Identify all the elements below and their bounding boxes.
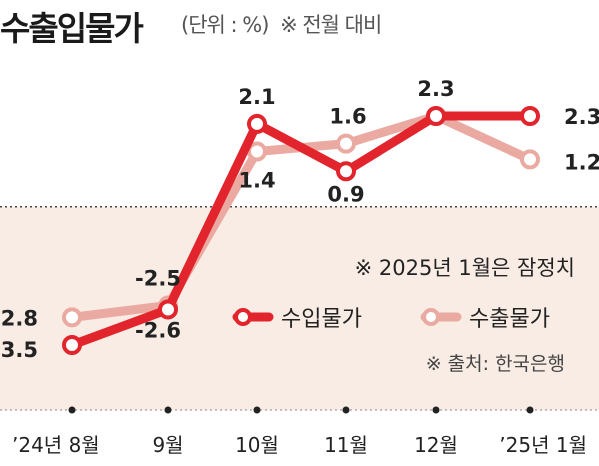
x-tick-label: 9월: [152, 433, 183, 457]
value-labels: -3.5 -2.6 2.1 0.9 2.3 2.3 -2.8 -2.5 1.4 1.6 1.2: [0, 77, 599, 362]
import-price-value-label: 2.3: [417, 77, 454, 101]
x-tick-label: 12월: [414, 433, 458, 457]
import-price-value-label: 2.3: [564, 105, 599, 129]
import-price-point: [158, 299, 178, 320]
note-provisional: ※ 2025년 1월은 잠정치: [355, 256, 575, 280]
chart-notes: ※ 2025년 1월은 잠정치 ※ 출처: 한국은행: [355, 256, 575, 375]
import-price-value-label: 0.9: [327, 182, 364, 206]
chart-subtitle: (단위 : %) ※ 전월 대비: [181, 9, 387, 39]
import-price-point: [62, 335, 82, 355]
legend-export-marker: [422, 308, 440, 326]
unit-label: (단위 : %): [181, 13, 269, 37]
export-price-value-label: -2.8: [0, 306, 38, 330]
x-tick-dot: [253, 406, 261, 414]
export-price-point: [62, 307, 82, 328]
import-price-point: [247, 113, 267, 134]
import-price-point: [520, 106, 540, 126]
x-axis-ticks: ’24년 8월 9월 10월 11월 12월 ’25년 1월: [12, 406, 587, 457]
note-source: ※ 출처: 한국은행: [426, 353, 565, 375]
x-tick-label: 11월: [324, 433, 368, 457]
export-price-value-label: 1.6: [329, 105, 366, 129]
x-tick-dot: [432, 406, 440, 414]
import-price-value-label: -2.6: [135, 318, 181, 342]
chart-header: 수출입물가 (단위 : %) ※ 전월 대비: [0, 0, 599, 60]
legend-export-label: 수출물가: [469, 307, 550, 332]
x-tick-dot: [164, 406, 172, 414]
chart-title: 수출입물가: [0, 9, 144, 48]
import-price-point: [336, 161, 356, 182]
export-price-value-label: 1.4: [238, 169, 275, 193]
legend: 수입물가 수출물가: [232, 307, 550, 332]
legend-import-marker: [234, 308, 252, 326]
series-layer: [62, 106, 540, 355]
x-tick-label: 10월: [235, 433, 279, 457]
export-price-value-label: 1.2: [564, 150, 599, 174]
export-price-point: [247, 141, 267, 162]
basis-label: ※ 전월 대비: [280, 13, 382, 37]
import-price-line: [67, 111, 535, 350]
x-tick-label: ’25년 1월: [499, 433, 587, 457]
export-price-value-label: -2.5: [135, 267, 181, 291]
x-tick-dot: [68, 406, 76, 414]
legend-import-label: 수입물가: [281, 307, 362, 332]
import-price-point: [426, 106, 446, 126]
export-price-point: [520, 149, 540, 170]
import-price-value-label: 2.1: [238, 85, 275, 109]
x-tick-dot: [526, 406, 534, 414]
export-price-point: [336, 133, 356, 154]
negative-region: [0, 206, 599, 410]
import-price-value-label: -3.5: [0, 338, 38, 362]
x-tick-dot: [342, 406, 350, 414]
x-tick-label: ’24년 8월: [12, 433, 100, 457]
